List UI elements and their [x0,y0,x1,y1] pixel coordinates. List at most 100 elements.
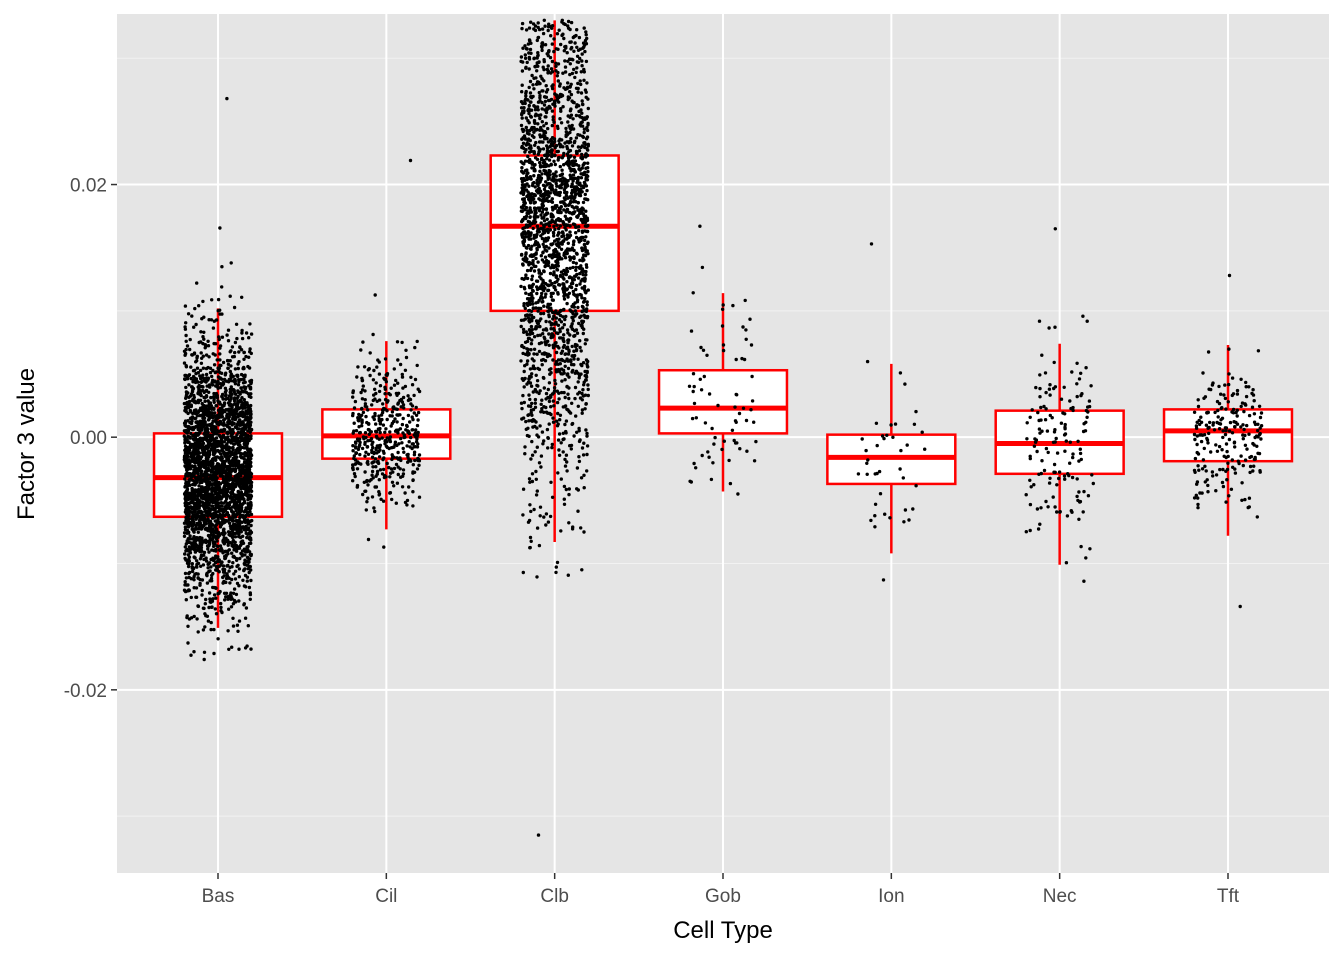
data-point [194,497,198,501]
data-point [224,379,229,383]
data-point [196,398,201,402]
data-point [194,480,199,484]
data-point [568,216,573,221]
data-point [407,440,411,444]
data-point [364,435,368,440]
data-point [522,385,526,389]
data-point [216,309,220,313]
data-point [190,486,194,491]
data-point [218,474,223,478]
data-point [565,266,569,271]
data-point [559,441,563,445]
data-point [242,423,247,427]
data-point [237,567,242,571]
data-point [379,497,383,501]
data-point [211,585,215,590]
data-point [214,436,219,440]
data-point [520,344,524,348]
data-point [563,59,567,63]
data-point [231,555,235,559]
data-point [248,347,252,351]
data-point [193,488,197,492]
data-point [535,69,539,73]
data-point [354,451,358,456]
data-point [243,553,247,557]
data-point [536,215,540,219]
data-point [187,383,191,387]
data-point [416,418,420,422]
data-point [550,445,554,450]
data-point [526,426,530,430]
data-point [190,474,195,479]
data-point [218,346,222,350]
data-point [219,457,224,461]
data-point [548,106,552,110]
data-point [574,414,578,418]
data-point [382,376,386,380]
data-point [215,468,220,472]
data-point [183,327,188,331]
data-point [521,351,525,356]
data-point [370,469,375,474]
data-point [383,392,387,396]
data-point [222,536,226,540]
data-point [396,381,400,385]
data-point [227,521,232,525]
data-point [247,392,252,396]
data-point [409,375,413,379]
data-point [401,446,405,451]
data-point [527,55,531,60]
data-point [204,556,208,560]
data-point [392,367,396,371]
data-point [371,332,375,337]
data-point [195,356,199,360]
data-point [586,387,590,392]
data-point [358,452,362,457]
data-point [398,362,403,367]
data-point [229,392,233,397]
data-point [410,404,415,408]
data-point [377,493,381,497]
data-point [554,316,558,320]
data-point [359,348,363,352]
data-point [223,549,227,554]
data-point [207,450,212,454]
data-point [585,81,589,85]
data-point [563,405,567,409]
data-point [360,397,365,401]
data-point [214,455,218,459]
data-point [207,455,211,459]
data-point [378,422,383,426]
data-point [555,419,559,423]
data-point [211,473,215,477]
data-point [249,475,253,479]
data-point [366,368,370,372]
data-point [555,560,560,565]
data-point [227,559,231,564]
data-point [192,650,196,654]
data-point [190,399,195,403]
data-point [237,350,241,354]
data-point [200,356,204,360]
data-point [545,354,550,359]
data-point [221,581,225,585]
data-point [207,524,212,528]
data-point [218,489,222,493]
data-point [577,35,582,40]
data-point [210,573,214,578]
data-point [231,616,235,620]
data-point [245,412,250,416]
data-point [566,341,570,345]
data-point [584,209,588,213]
data-point [211,527,215,531]
data-point [385,461,389,466]
data-point [233,450,238,455]
data-point [197,383,201,388]
data-point [519,160,523,164]
data-point [247,541,252,546]
data-point [375,365,379,369]
data-point [580,391,584,396]
data-point [198,368,203,373]
data-point [413,377,418,382]
